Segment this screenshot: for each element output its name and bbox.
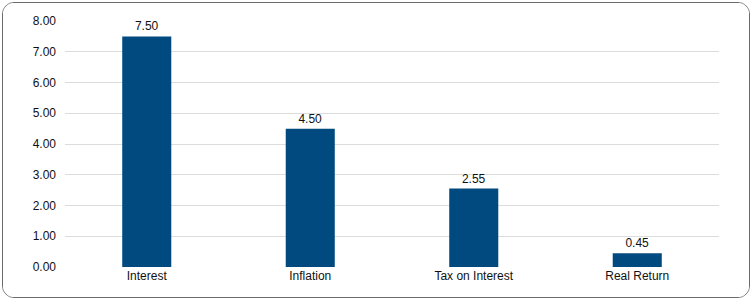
svg-text:Real Return: Real Return	[605, 269, 669, 283]
svg-text:Interest: Interest	[127, 269, 168, 283]
svg-text:7.00: 7.00	[33, 45, 57, 59]
svg-text:4.50: 4.50	[298, 112, 322, 126]
svg-text:6.00: 6.00	[33, 76, 57, 90]
svg-text:8.00: 8.00	[33, 14, 57, 28]
svg-text:Inflation: Inflation	[289, 269, 331, 283]
svg-text:5.00: 5.00	[33, 106, 57, 120]
svg-text:Tax on Interest: Tax on Interest	[434, 269, 513, 283]
svg-text:3.00: 3.00	[33, 168, 57, 182]
svg-text:7.50: 7.50	[135, 19, 159, 33]
svg-text:0.45: 0.45	[625, 236, 649, 250]
svg-text:2.55: 2.55	[462, 172, 486, 186]
svg-text:0.00: 0.00	[33, 260, 57, 274]
svg-text:2.00: 2.00	[33, 199, 57, 213]
svg-text:1.00: 1.00	[33, 229, 57, 243]
svg-text:4.00: 4.00	[33, 137, 57, 151]
